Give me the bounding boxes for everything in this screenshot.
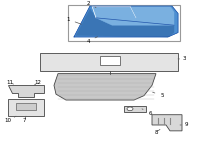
Text: 2: 2 <box>86 1 96 8</box>
Polygon shape <box>16 103 36 110</box>
Polygon shape <box>8 85 44 97</box>
Text: 6: 6 <box>142 109 152 116</box>
Polygon shape <box>8 99 44 116</box>
Polygon shape <box>40 53 178 71</box>
Polygon shape <box>100 56 120 65</box>
Text: 1: 1 <box>66 17 81 24</box>
Polygon shape <box>54 74 156 100</box>
Text: 3: 3 <box>178 56 186 61</box>
Text: 4: 4 <box>86 37 98 44</box>
Text: 5: 5 <box>153 92 164 98</box>
Text: 12: 12 <box>34 80 42 85</box>
FancyBboxPatch shape <box>68 5 180 41</box>
Ellipse shape <box>127 107 133 111</box>
Polygon shape <box>124 106 146 112</box>
Polygon shape <box>152 115 182 131</box>
Text: 8: 8 <box>154 129 160 135</box>
Text: 9: 9 <box>180 122 188 127</box>
Text: 10: 10 <box>4 116 16 123</box>
Polygon shape <box>74 6 178 37</box>
Polygon shape <box>76 9 174 37</box>
Polygon shape <box>92 6 174 25</box>
Text: 11: 11 <box>6 80 14 85</box>
Text: 7: 7 <box>22 116 26 123</box>
